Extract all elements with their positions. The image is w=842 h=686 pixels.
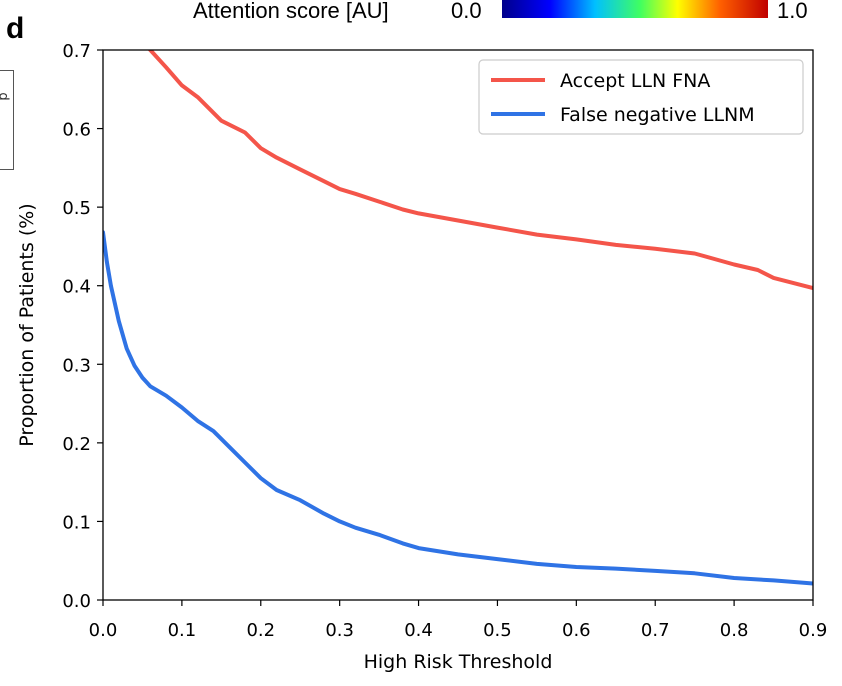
x-axis: 0.0 0.1 0.2 0.3 0.4 0.5 0.6 0.7 0.8 0.9 [89, 600, 828, 641]
x-tick-label: 0.5 [483, 620, 512, 641]
x-tick-label: 0.7 [641, 620, 670, 641]
y-tick-label: 0.6 [62, 120, 91, 141]
y-axis-label: Proportion of Patients (%) [16, 203, 38, 446]
x-axis-label: High Risk Threshold [364, 651, 553, 673]
legend-box [478, 59, 804, 135]
y-tick-label: 0.7 [62, 41, 91, 62]
plot-frame [102, 49, 814, 601]
colorbar-gradient [502, 0, 768, 18]
legend-label-1: Accept LLN FNA [560, 70, 710, 92]
x-tick-label: 0.8 [720, 620, 749, 641]
series-line-2 [103, 230, 813, 586]
x-tick-label: 0.2 [246, 620, 275, 641]
colorbar-min-label: 0.0 [451, 0, 482, 23]
y-tick-label: 0.0 [62, 591, 91, 612]
series-line-1 [147, 50, 813, 291]
x-tick-label: 0.1 [168, 620, 197, 641]
legend: Accept LLN FNA False negative LLNM [478, 59, 804, 135]
x-tick-label: 0.3 [325, 620, 354, 641]
cropped-neighbor-panel: d [0, 70, 14, 170]
y-tick-label: 0.2 [62, 434, 91, 455]
series-layer [103, 50, 813, 586]
colorbar-title: Attention score [AU] [193, 0, 389, 23]
colorbar-max-label: 1.0 [777, 0, 808, 23]
x-tick-label: 0.0 [89, 620, 118, 641]
y-tick-label: 0.5 [62, 198, 91, 219]
panel-letter: d [6, 12, 25, 45]
y-tick-label: 0.1 [62, 512, 91, 533]
x-tick-label: 0.9 [799, 620, 828, 641]
y-axis: 0.0 0.1 0.2 0.3 0.4 0.5 0.6 0.7 [62, 41, 103, 612]
x-tick-label: 0.4 [404, 620, 433, 641]
x-tick-label: 0.6 [562, 620, 591, 641]
y-tick-label: 0.3 [62, 355, 91, 376]
legend-label-2: False negative LLNM [560, 104, 755, 126]
y-tick-label: 0.4 [62, 277, 91, 298]
